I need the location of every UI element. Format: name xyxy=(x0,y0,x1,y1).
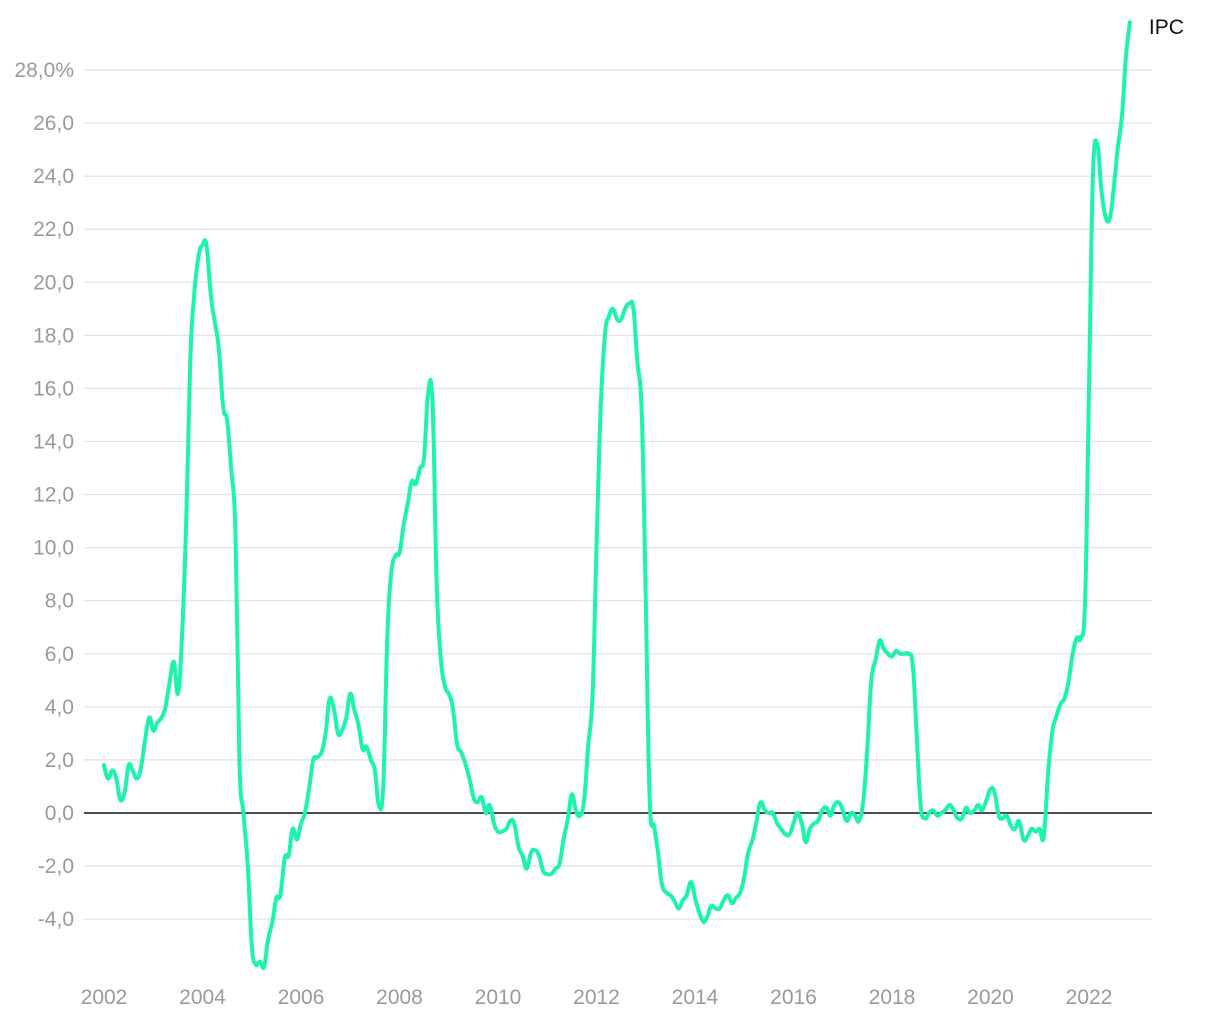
y-tick-label: 24,0 xyxy=(33,165,74,188)
series-lines xyxy=(102,20,1132,970)
y-tick-label: 10,0 xyxy=(33,537,74,560)
x-tick-label: 2018 xyxy=(869,986,916,1009)
y-tick-label: 26,0 xyxy=(33,112,74,135)
y-tick-label: -4,0 xyxy=(38,908,74,931)
grid-lines xyxy=(84,69,1152,920)
y-tick-label: 22,0 xyxy=(33,218,74,241)
y-tick-label: 18,0 xyxy=(33,324,74,347)
x-tick-label: 2010 xyxy=(475,986,522,1009)
y-tick-label: 0,0 xyxy=(45,802,74,825)
y-tick-label: -2,0 xyxy=(38,855,74,878)
y-tick-label: 20,0 xyxy=(33,271,74,294)
y-tick-label: 6,0 xyxy=(45,643,74,666)
y-tick-label: 2,0 xyxy=(45,749,74,772)
x-tick-label: 2020 xyxy=(967,986,1014,1009)
series-line-ipc xyxy=(102,20,1132,970)
y-tick-label: 8,0 xyxy=(45,590,74,613)
y-tick-label: 12,0 xyxy=(33,484,74,507)
y-tick-label: 16,0 xyxy=(33,377,74,400)
x-axis-tick-labels: 2002 2004 2006 2008 2010 2012 2014 2016 2018 2020… xyxy=(81,986,1113,1009)
x-tick-label: 2014 xyxy=(672,986,719,1009)
series-labels: IPC xyxy=(1149,16,1184,39)
x-tick-label: 2006 xyxy=(278,986,325,1009)
x-tick-label: 2022 xyxy=(1066,986,1113,1009)
x-tick-label: 2008 xyxy=(376,986,423,1009)
x-tick-label: 2004 xyxy=(179,986,226,1009)
series-end-label: IPC xyxy=(1149,16,1184,39)
y-tick-label: 4,0 xyxy=(45,696,74,719)
x-tick-label: 2012 xyxy=(573,986,620,1009)
x-tick-label: 2016 xyxy=(770,986,817,1009)
x-tick-label: 2002 xyxy=(81,986,128,1009)
y-axis-tick-labels: 28,0% 26,0 24,0 22,0 20,0 18,0 16,0 14,0 12,0 10,… xyxy=(14,59,74,931)
y-tick-label: 28,0% xyxy=(14,59,74,82)
y-tick-label: 14,0 xyxy=(33,431,74,454)
